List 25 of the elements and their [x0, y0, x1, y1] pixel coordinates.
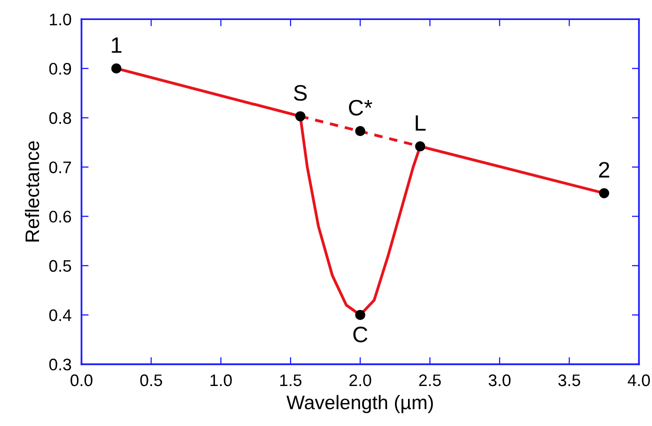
- y-tick-label: 0.7: [49, 161, 71, 174]
- annotation: C*: [349, 100, 372, 116]
- annotation: C: [353, 326, 368, 342]
- annotation: 1: [112, 37, 122, 53]
- x-tick-label: 3.5: [558, 374, 580, 386]
- x-tick-label: 0.5: [140, 374, 162, 386]
- annotation: S: [294, 85, 307, 101]
- x-tick-label: 1.5: [280, 374, 302, 386]
- y-axis-title: Reflectance: [24, 141, 40, 242]
- y-tick-label: 0.3: [49, 358, 72, 370]
- x-tick-label: 3.0: [488, 374, 511, 386]
- x-tick-label: 1.0: [210, 374, 232, 386]
- x-tick-label: 0.0: [70, 374, 92, 386]
- y-tick-label: 0.9: [49, 62, 71, 75]
- x-tick-label: 2.5: [419, 374, 441, 386]
- y-tick-label: 0.8: [49, 112, 72, 124]
- x-tick-label: 4.0: [628, 374, 650, 386]
- y-tick-label: 0.6: [49, 210, 72, 223]
- annotation: 2: [599, 162, 610, 178]
- annotation: L: [416, 115, 426, 131]
- y-tick-label: 1.0: [50, 14, 72, 26]
- y-tick-label: 0.4: [49, 309, 72, 322]
- y-tick-label: 0.5: [49, 260, 72, 272]
- x-tick-label: 2.0: [349, 374, 372, 386]
- x-axis-title: Wavelength (µm): [286, 395, 433, 414]
